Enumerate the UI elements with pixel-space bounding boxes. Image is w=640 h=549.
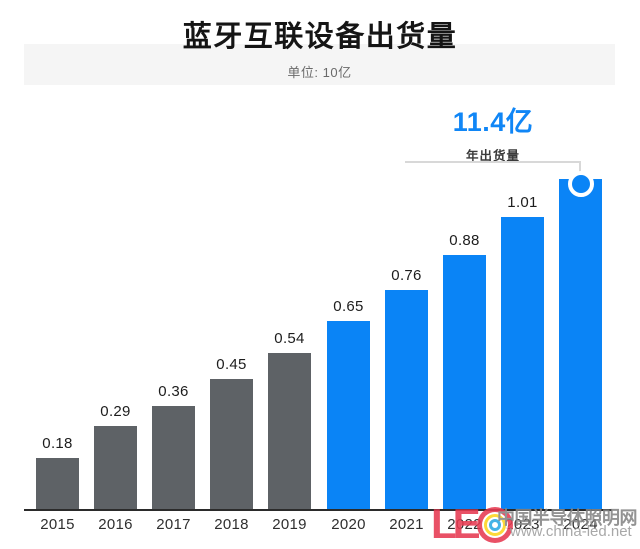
x-label-2021: 2021 [389, 516, 424, 533]
bar-2016 [94, 426, 137, 510]
callout-line-horizontal [405, 161, 581, 163]
bar-value-2017: 0.36 [158, 383, 189, 400]
bar-value-2016: 0.29 [100, 403, 131, 420]
bar-2024 [559, 179, 602, 510]
bar-value-2023: 1.01 [507, 194, 538, 211]
highlight-annotation: 11.4亿 年出货量 [393, 100, 593, 164]
bar-value-2020: 0.65 [333, 298, 364, 315]
highlight-label: 年出货量 [465, 149, 520, 163]
highlight-marker-icon [568, 171, 594, 197]
x-label-2016: 2016 [98, 516, 133, 533]
bar-value-2018: 0.45 [216, 356, 247, 373]
highlight-value: 11.4亿 [452, 107, 534, 137]
bar-2021 [385, 290, 428, 510]
unit-note: 单位: 10亿 [287, 65, 352, 80]
bar-2015 [36, 458, 79, 510]
x-label-2015: 2015 [40, 516, 75, 533]
bar-value-2022: 0.88 [449, 232, 480, 249]
callout-line-vertical [579, 161, 581, 172]
x-axis-baseline [24, 509, 612, 511]
bar-2020 [327, 321, 370, 510]
bar-value-2015: 0.18 [42, 435, 73, 452]
x-label-2019: 2019 [272, 516, 307, 533]
bar-2023 [501, 217, 544, 510]
x-label-2018: 2018 [214, 516, 249, 533]
bar-2019 [268, 353, 311, 510]
x-label-2024: 2024 [563, 516, 598, 533]
x-label-2020: 2020 [331, 516, 366, 533]
x-label-2022: 2022 [447, 516, 482, 533]
bar-value-2021: 0.76 [391, 267, 422, 284]
bar-2017 [152, 406, 195, 510]
bar-value-2019: 0.54 [274, 330, 305, 347]
x-label-2017: 2017 [156, 516, 191, 533]
subtitle-band: 单位: 10亿 [24, 44, 615, 85]
bar-2018 [210, 379, 253, 510]
page-title: 蓝牙互联设备出货量 [182, 21, 458, 53]
x-label-2023: 2023 [505, 516, 540, 533]
bar-2022 [443, 255, 486, 510]
